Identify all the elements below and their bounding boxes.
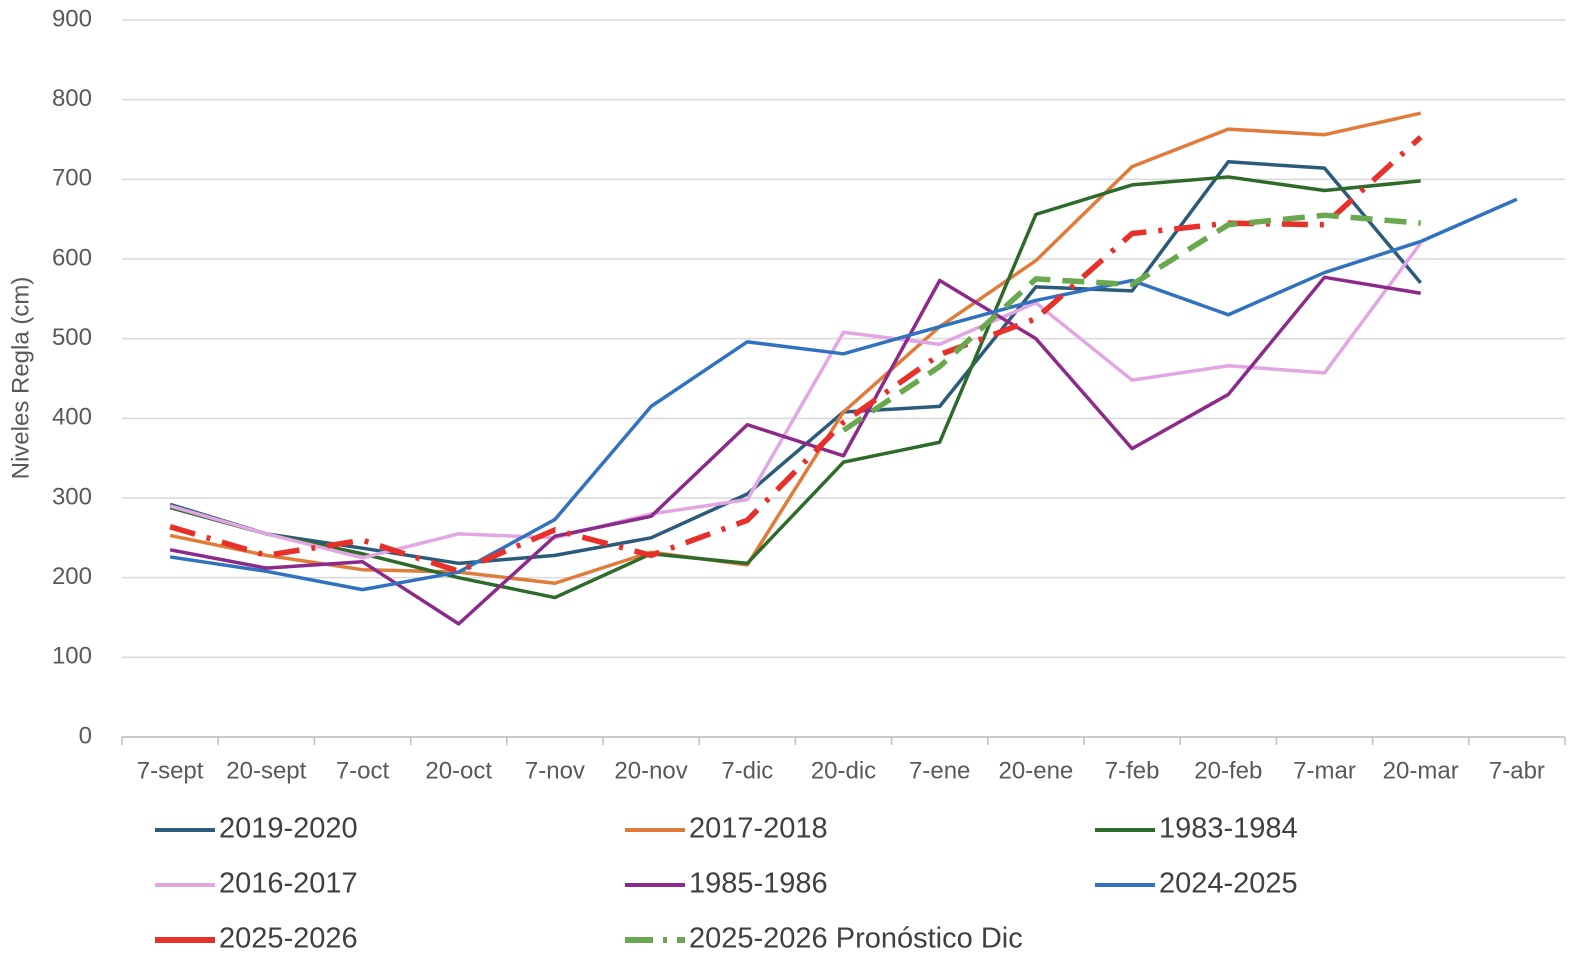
y-tick-label: 800 xyxy=(52,85,92,112)
legend-label: 2024-2025 xyxy=(1159,868,1298,900)
legend-label: 1983-1984 xyxy=(1159,813,1298,845)
y-tick-label: 300 xyxy=(52,483,92,510)
series-line xyxy=(169,242,1423,560)
x-tick-label: 20-mar xyxy=(1383,757,1459,784)
x-tick-label: 7-abr xyxy=(1489,757,1545,784)
y-tick-label: 600 xyxy=(52,244,92,271)
y-tick-label: 0 xyxy=(79,722,92,749)
series-line xyxy=(169,275,1421,626)
y-tick-label: 700 xyxy=(52,165,92,192)
y-tick-label: 400 xyxy=(52,404,92,431)
legend-label: 2016-2017 xyxy=(219,868,358,900)
legend-label: 2017-2018 xyxy=(689,813,828,845)
x-tick-label: 7-feb xyxy=(1105,757,1160,784)
y-tick-label: 200 xyxy=(52,563,92,590)
legend-label: 2025-2026 xyxy=(219,923,358,955)
x-tick-label: 7-mar xyxy=(1293,757,1356,784)
series-line xyxy=(169,135,1423,575)
y-tick-label: 900 xyxy=(52,5,92,32)
x-tick-label: 20-sept xyxy=(226,757,306,784)
y-tick-label: 500 xyxy=(52,324,92,351)
series-line xyxy=(169,175,1421,600)
y-axis-label: Niveles Regla (cm) xyxy=(7,277,34,480)
x-tick-label: 20-ene xyxy=(999,757,1074,784)
x-tick-label: 7-ene xyxy=(909,757,970,784)
x-tick-label: 20-feb xyxy=(1194,757,1262,784)
legend-label: 2025-2026 Pronóstico Dic xyxy=(689,923,1023,955)
series-line xyxy=(841,212,1421,433)
legend-label: 1985-1986 xyxy=(689,868,828,900)
series-line xyxy=(169,160,1423,566)
x-tick-label: 7-oct xyxy=(336,757,390,784)
y-tick-label: 100 xyxy=(52,643,92,670)
legend-label: 2019-2020 xyxy=(219,813,358,845)
series-line xyxy=(169,197,1518,592)
x-tick-label: 20-dic xyxy=(811,757,876,784)
x-tick-label: 20-oct xyxy=(425,757,492,784)
x-tick-label: 7-nov xyxy=(525,757,585,784)
x-tick-label: 20-nov xyxy=(614,757,687,784)
x-tick-label: 7-dic xyxy=(721,757,773,784)
x-tick-label: 7-sept xyxy=(137,757,204,784)
